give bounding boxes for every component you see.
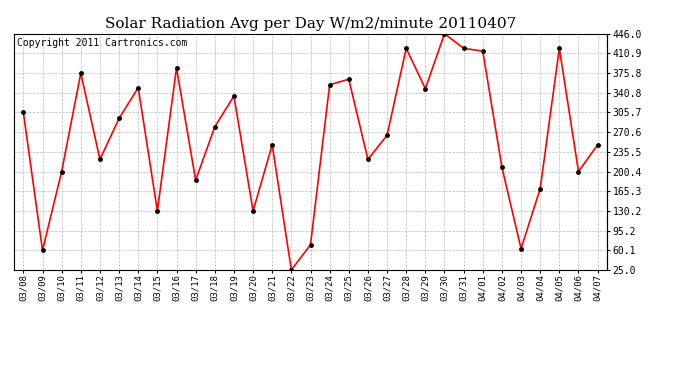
Text: Copyright 2011 Cartronics.com: Copyright 2011 Cartronics.com (17, 39, 187, 48)
Title: Solar Radiation Avg per Day W/m2/minute 20110407: Solar Radiation Avg per Day W/m2/minute … (105, 17, 516, 31)
